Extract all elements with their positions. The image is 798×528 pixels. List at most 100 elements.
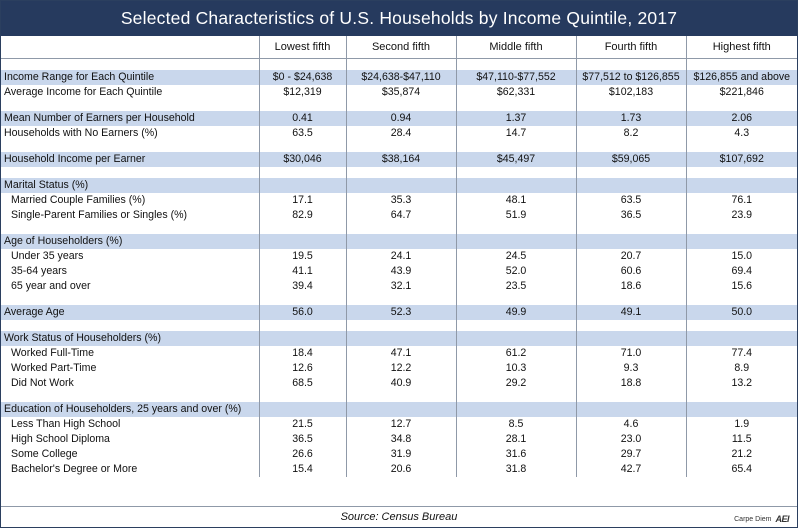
spacer-cell [345,320,456,331]
data-cell: 1.9 [685,417,797,432]
table-row: Marital Status (%) [1,178,797,193]
data-cell [575,178,686,193]
spacer-cell [685,223,797,234]
spacer-cell [258,58,346,70]
spacer-cell [258,391,346,402]
footer: Source: Census Bureau Carpe Diem AEI [1,506,797,527]
data-cell: 56.0 [258,305,346,320]
table-row: Average Age 56.0 52.3 49.9 49.1 50.0 [1,305,797,320]
spacer-cell [258,141,346,152]
data-cell: 12.6 [258,361,346,376]
row-label: Did Not Work [11,377,74,389]
data-cell: 76.1 [685,193,797,208]
data-cell [685,331,797,346]
spacer-cell [575,391,686,402]
data-cell: 12.7 [345,417,456,432]
spacer-cell [258,223,346,234]
data-cell: 19.5 [258,249,346,264]
table-row: Married Couple Families (%) 17.1 35.3 48.1 6… [1,193,797,208]
data-cell: 49.9 [455,305,576,320]
data-cell [575,331,686,346]
spacer-cell [455,167,576,178]
header-cell [1,36,259,59]
data-cell: 18.8 [575,376,686,391]
data-cell: $47,110-$77,552 [455,70,576,85]
spacer-row [1,167,797,178]
row-label: Single-Parent Families or Singles (%) [11,209,188,221]
data-cell: 43.9 [345,264,456,279]
spacer-cell [575,141,686,152]
data-cell: 15.4 [258,462,346,477]
row-label: Worked Full-Time [11,347,94,359]
data-cell: 82.9 [258,208,346,223]
data-cell [345,234,456,249]
data-cell: 40.9 [345,376,456,391]
spacer-cell [258,294,346,305]
credit: Carpe Diem AEI [734,514,789,524]
data-cell: 18.4 [258,346,346,361]
data-cell: 18.6 [575,279,686,294]
data-cell: 12.2 [345,361,456,376]
data-cell: 31.8 [455,462,576,477]
data-cell [258,402,346,417]
data-cell: 28.1 [455,432,576,447]
row-label: Household Income per Earner [1,152,259,167]
spacer-cell [575,294,686,305]
spacer-cell [685,294,797,305]
row-label: Households with No Earners (%) [4,127,158,139]
data-cell: 23.0 [575,432,686,447]
data-cell [455,331,576,346]
table-body: Income Range for Each Quintile $0 - $24,6… [1,58,797,477]
data-cell: 41.1 [258,264,346,279]
table-row: Some College 26.6 31.9 31.6 29.7 21.2 [1,447,797,462]
data-cell: 26.6 [258,447,346,462]
table-row: Worked Full-Time 18.4 47.1 61.2 71.0 77.4 [1,346,797,361]
table-row: Less Than High School 21.5 12.7 8.5 4.6 1.9 [1,417,797,432]
data-cell: 1.73 [575,111,686,126]
row-label: 65 year and over [11,280,91,292]
data-cell: 13.2 [685,376,797,391]
data-cell: 20.6 [345,462,456,477]
header-cell: Lowest fifth [258,36,346,59]
data-cell: 2.06 [685,111,797,126]
table-row: Mean Number of Earners per Household 0.41… [1,111,797,126]
data-cell: $126,855 and above [685,70,797,85]
data-cell [258,331,346,346]
data-cell: 21.2 [685,447,797,462]
data-cell: 50.0 [685,305,797,320]
table-row: Income Range for Each Quintile $0 - $24,6… [1,70,797,85]
data-cell: 42.7 [575,462,686,477]
row-label: Average Income for Each Quintile [4,86,163,98]
spacer-cell [1,100,259,111]
table-row: Work Status of Householders (%) [1,331,797,346]
data-table: Lowest fifth Second fifth Middle fifth F… [1,36,797,477]
spacer-cell [685,167,797,178]
spacer-cell [1,167,259,178]
spacer-cell [455,58,576,70]
data-cell [455,234,576,249]
spacer-cell [575,223,686,234]
spacer-cell [1,391,259,402]
data-cell: 31.9 [345,447,456,462]
spacer-cell [345,391,456,402]
spacer-cell [685,320,797,331]
data-cell: 4.6 [575,417,686,432]
data-cell: 24.1 [345,249,456,264]
data-cell: 65.4 [685,462,797,477]
data-cell: 28.4 [345,126,456,141]
data-cell: 36.5 [258,432,346,447]
data-cell: 24.5 [455,249,576,264]
header-row: Lowest fifth Second fifth Middle fifth F… [1,36,797,59]
spacer-row [1,100,797,111]
spacer-row [1,320,797,331]
header-cell: Middle fifth [455,36,576,59]
data-cell: 8.9 [685,361,797,376]
data-cell: 48.1 [455,193,576,208]
spacer-cell [345,223,456,234]
spacer-row [1,58,797,70]
row-label: Worked Part-Time [11,362,97,374]
data-cell [345,331,456,346]
data-cell: 11.5 [685,432,797,447]
data-cell: 15.6 [685,279,797,294]
data-cell: 8.5 [455,417,576,432]
